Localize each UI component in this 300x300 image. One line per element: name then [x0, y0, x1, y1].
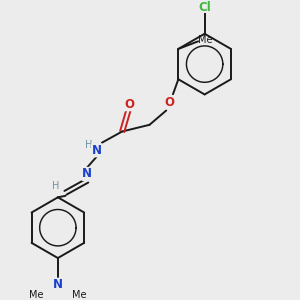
Text: H: H — [85, 140, 92, 150]
Text: Cl: Cl — [198, 1, 211, 13]
Text: Me: Me — [198, 35, 212, 45]
Text: N: N — [82, 167, 92, 181]
Text: H: H — [52, 181, 59, 191]
Text: N: N — [92, 144, 101, 157]
Text: N: N — [53, 278, 63, 291]
Text: O: O — [164, 95, 174, 109]
Text: O: O — [124, 98, 134, 111]
Text: Me: Me — [73, 290, 87, 300]
Text: Me: Me — [29, 290, 43, 300]
